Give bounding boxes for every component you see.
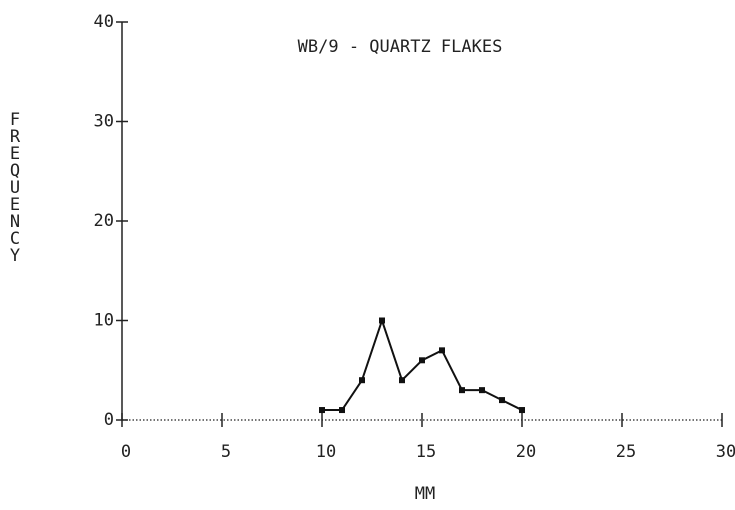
data-point bbox=[359, 377, 365, 384]
x-tick-label: 25 bbox=[616, 442, 636, 462]
chart-title: WB/9 - QUARTZ FLAKES bbox=[298, 37, 503, 57]
data-point bbox=[399, 377, 405, 384]
data-line bbox=[322, 317, 523, 412]
y-axis-label: FREQUENCY bbox=[5, 110, 25, 263]
y-tick-label: 20 bbox=[94, 211, 114, 231]
y-tick-label: 30 bbox=[94, 112, 114, 132]
data-point bbox=[419, 357, 425, 364]
x-tick-label: 15 bbox=[416, 442, 436, 462]
data-point bbox=[519, 407, 525, 414]
data-point bbox=[319, 407, 325, 414]
x-tick-label: 30 bbox=[716, 442, 735, 462]
x-tick-label: 10 bbox=[316, 442, 336, 462]
x-tick-label: 5 bbox=[221, 442, 231, 462]
data-point bbox=[339, 407, 345, 414]
data-point bbox=[459, 387, 465, 394]
data-point bbox=[499, 397, 505, 404]
y-tick-label: 0 bbox=[104, 410, 114, 430]
y-tick-label: 10 bbox=[94, 311, 114, 331]
data-point bbox=[439, 347, 445, 354]
x-tick-label: 0 bbox=[121, 442, 131, 462]
x-tick-label: 20 bbox=[516, 442, 536, 462]
data-point bbox=[479, 387, 485, 394]
x-axis-label: MM bbox=[415, 484, 435, 504]
data-point bbox=[379, 317, 385, 324]
y-tick-label: 40 bbox=[94, 12, 114, 32]
